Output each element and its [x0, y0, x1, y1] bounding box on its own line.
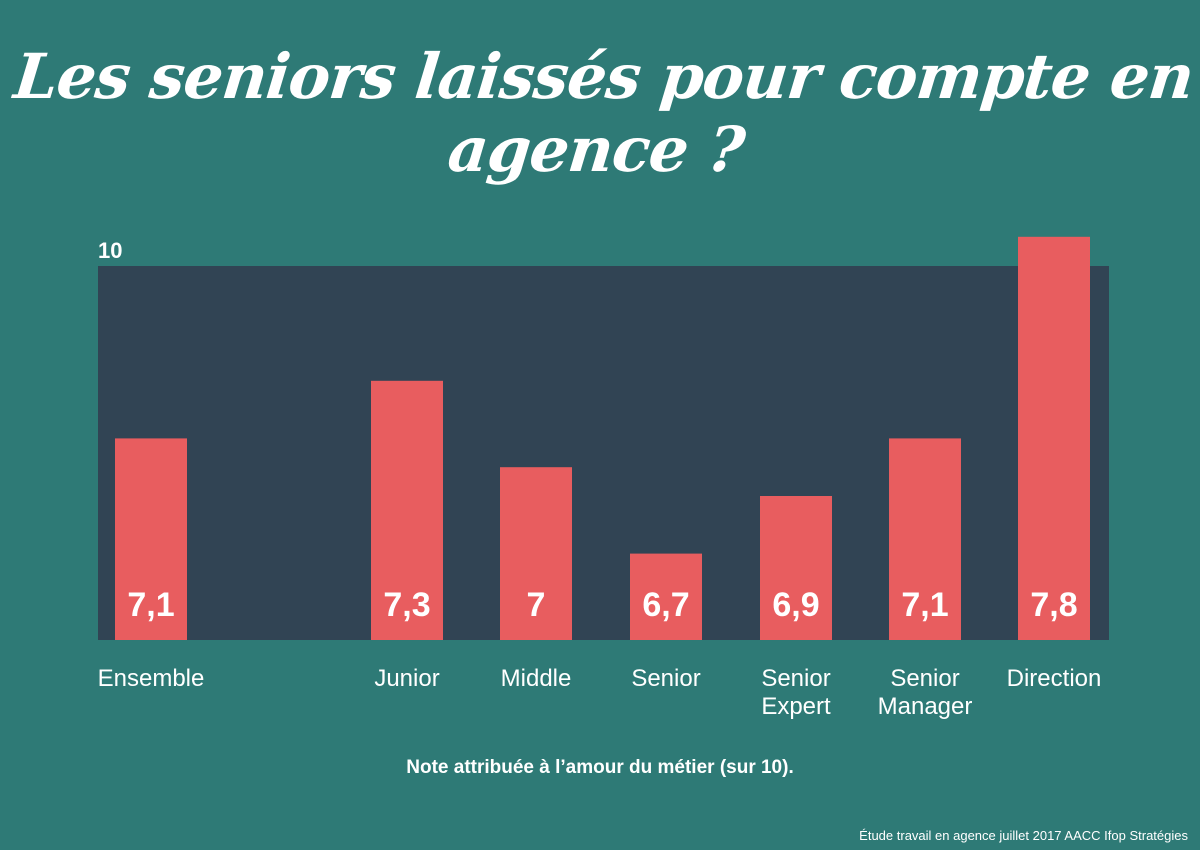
bar-value-label: 7,1: [127, 586, 174, 624]
category-label: Ensemble: [98, 665, 205, 692]
source-note: Étude travail en agence juillet 2017 AAC…: [859, 828, 1188, 843]
bar-middle: [500, 467, 572, 640]
bar-value-label: 7,1: [901, 586, 948, 624]
bar-senior-manager: [889, 438, 961, 640]
bar-ensemble: [115, 438, 187, 640]
bar-junior: [371, 380, 443, 640]
bar-value-label: 6,9: [772, 586, 819, 624]
chart-caption: Note attribuée à l’amour du métier (sur …: [406, 757, 794, 778]
bar-senior: [630, 553, 702, 640]
y-axis-max-label: 10: [98, 238, 122, 263]
bar-value-label: 7,3: [383, 586, 430, 624]
bar-senior-expert: [760, 496, 832, 640]
category-label: Direction: [1007, 665, 1102, 692]
bar-value-label: 6,7: [642, 586, 689, 624]
category-label: Senior: [631, 665, 700, 692]
category-label: Senior Manager: [878, 665, 973, 720]
category-label: Senior Expert: [761, 665, 831, 720]
bar-direction: [1018, 236, 1090, 641]
category-label: Junior: [374, 665, 439, 692]
category-label: Middle: [501, 665, 572, 692]
bar-value-label: 7: [527, 586, 546, 624]
bar-value-label: 7,8: [1030, 586, 1077, 624]
